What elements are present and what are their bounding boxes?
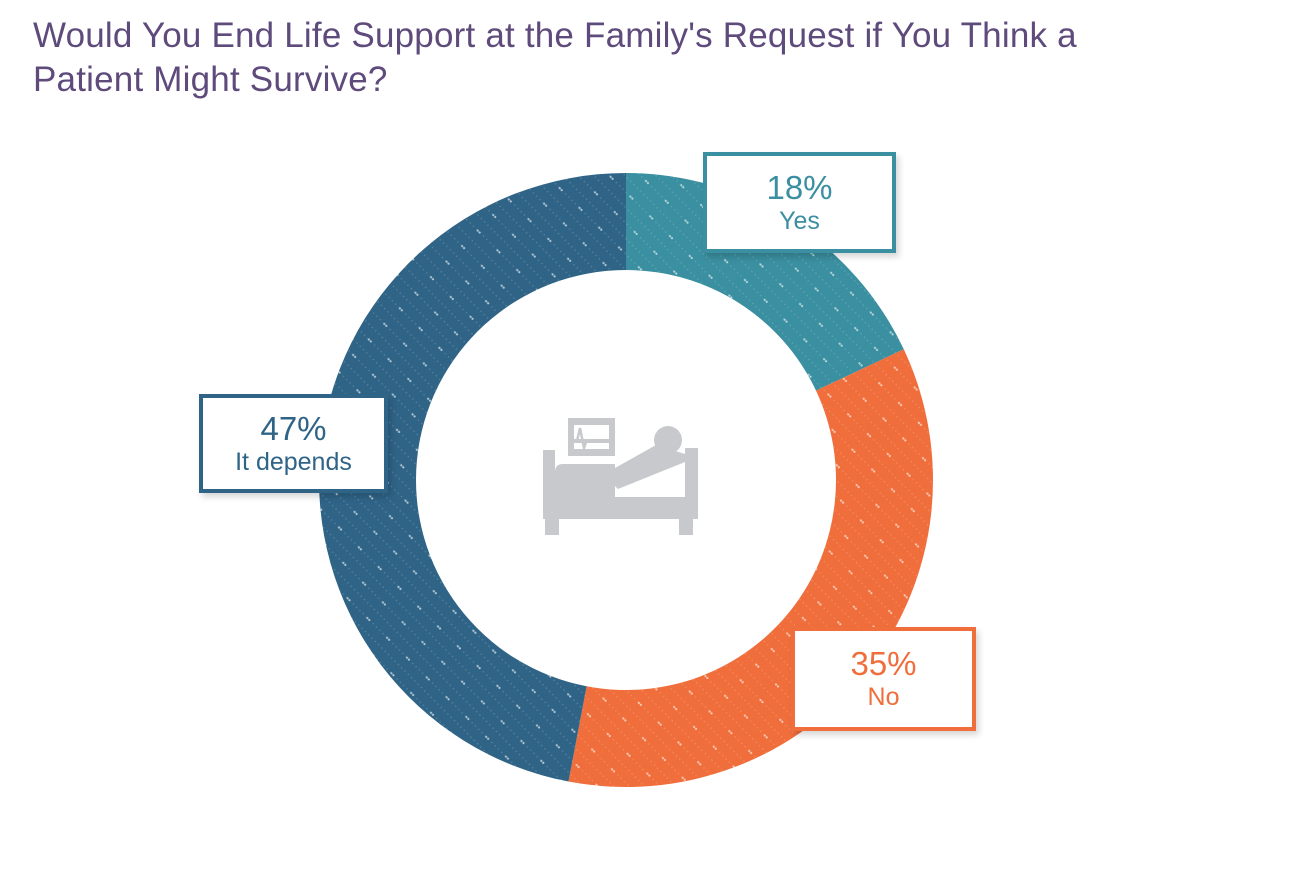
- bed-leg-right: [679, 519, 693, 535]
- bed-leg-left: [545, 519, 559, 535]
- monitor-baseline: [574, 439, 609, 443]
- ekg-trace: [575, 427, 589, 453]
- segment-label-yes: Yes: [779, 206, 820, 235]
- donut-segment-yes-texture: [626, 173, 904, 391]
- chart-title: Would You End Life Support at the Family…: [33, 14, 1273, 103]
- hospital-bed-icon: [543, 418, 698, 535]
- segment-label-it-depends: It depends: [235, 447, 352, 476]
- percent-value-yes: 18%: [766, 168, 833, 206]
- donut-segment-it-depends-texture: [319, 173, 626, 782]
- bed-base: [543, 497, 698, 519]
- headboard-post: [543, 450, 555, 500]
- blanket: [555, 464, 615, 497]
- callout-yes: 18% Yes: [703, 152, 896, 253]
- callout-it-depends: 47% It depends: [199, 394, 388, 493]
- percent-value-no: 35%: [850, 645, 917, 683]
- patient-torso: [615, 445, 685, 489]
- percent-value-it-depends: 47%: [260, 409, 327, 447]
- callout-no: 35% No: [791, 627, 976, 731]
- chart-title-line-2: Patient Might Survive?: [33, 60, 388, 100]
- segment-label-no: No: [867, 683, 900, 712]
- chart-title-line-1: Would You End Life Support at the Family…: [33, 16, 1077, 55]
- footboard-post: [685, 448, 698, 497]
